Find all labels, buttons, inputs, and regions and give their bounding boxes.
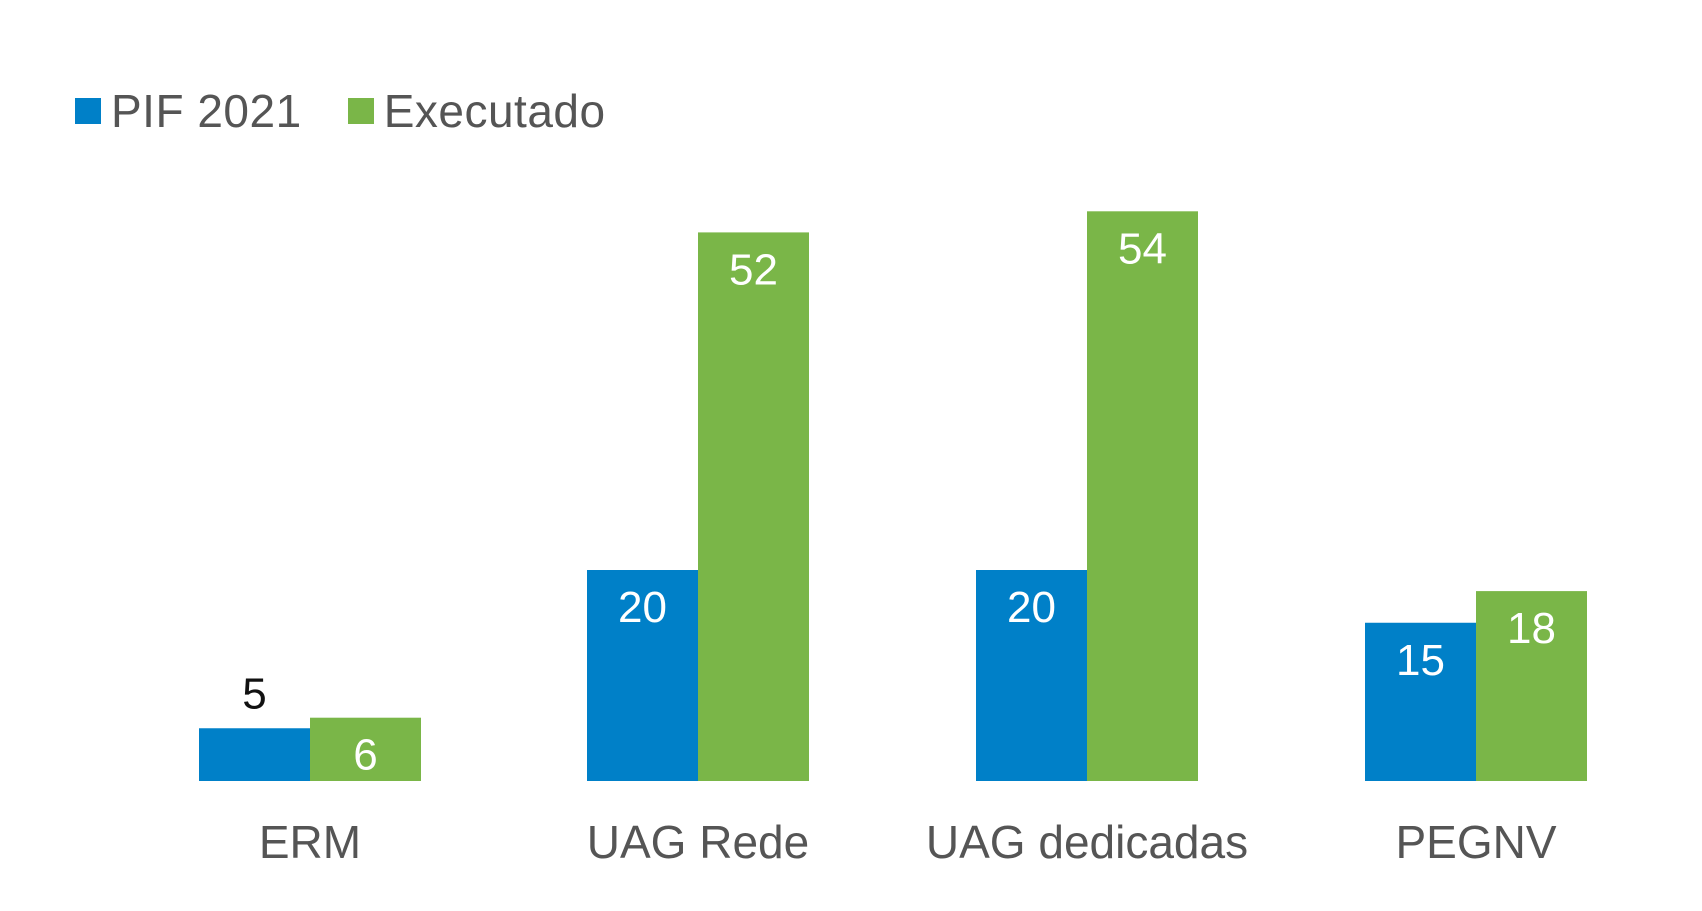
- category-label-pegnv: PEGNV: [1395, 816, 1556, 868]
- bar-uag-dedicadas-executado: [1087, 211, 1198, 782]
- category-label-uag-dedicadas: UAG dedicadas: [926, 816, 1248, 868]
- legend-swatch-pif-2021: [75, 98, 101, 124]
- category-label-uag-rede: UAG Rede: [587, 816, 809, 868]
- legend-label-executado: Executado: [383, 85, 606, 137]
- legend: PIF 2021 Executado: [75, 84, 606, 138]
- legend-entry-executado: Executado: [347, 84, 606, 138]
- bar-pegnv-pif-2021: [1365, 622, 1476, 781]
- bar-uag-rede-executado: [698, 232, 809, 781]
- data-label-uag-rede-pif-2021: 20: [618, 583, 667, 632]
- bar-erm-executado: [310, 717, 421, 781]
- legend-entry-pif-2021: PIF 2021: [75, 84, 302, 138]
- bar-uag-rede-pif-2021: [587, 570, 698, 781]
- data-label-uag-dedicadas-executado: 54: [1118, 224, 1167, 273]
- legend-label-pif-2021: PIF 2021: [111, 85, 302, 137]
- data-label-uag-rede-executado: 52: [729, 245, 778, 294]
- category-label-erm: ERM: [259, 816, 361, 868]
- data-label-erm-pif-2021: 5: [242, 669, 266, 718]
- bar-erm-pif-2021: [199, 728, 310, 781]
- data-label-pegnv-pif-2021: 15: [1396, 636, 1445, 685]
- data-label-pegnv-executado: 18: [1507, 604, 1556, 653]
- bar-uag-dedicadas-pif-2021: [976, 570, 1087, 781]
- legend-swatch-executado: [347, 98, 374, 124]
- bar-pegnv-executado: [1476, 591, 1587, 781]
- data-label-erm-executado: 6: [353, 731, 377, 780]
- data-label-uag-dedicadas-pif-2021: 20: [1007, 583, 1056, 632]
